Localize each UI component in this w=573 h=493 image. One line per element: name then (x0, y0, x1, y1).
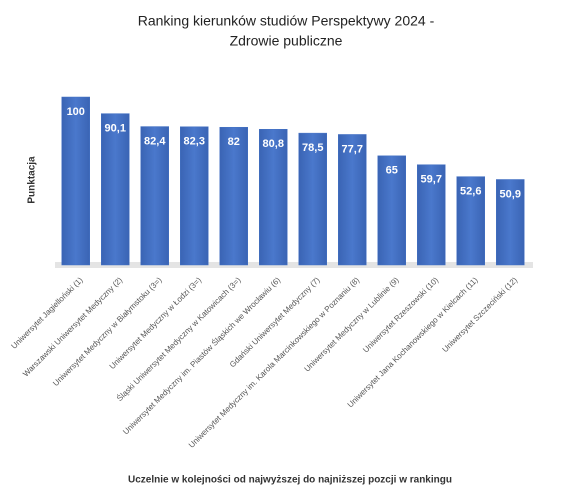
x-axis-label: Uczelnie w kolejności od najwyższej do n… (128, 475, 452, 486)
value-label: 82,3 (184, 136, 205, 148)
x-tick-label: Uniwersytet Szczeciński (12) (440, 275, 519, 354)
value-label: 90,1 (105, 123, 126, 135)
value-label: 77,7 (342, 143, 363, 155)
value-label: 100 (67, 106, 85, 118)
x-tick-label: Uniwersytet Jagielloński (1) (9, 275, 84, 350)
bar (417, 164, 446, 266)
value-label: 65 (386, 165, 398, 177)
bar (338, 134, 367, 266)
bar (101, 113, 130, 266)
value-label: 80,8 (263, 138, 284, 150)
bar (298, 132, 327, 266)
bar (219, 126, 248, 266)
value-label: 82,4 (144, 135, 166, 147)
bar (496, 179, 525, 266)
chart-title: Ranking kierunków studiów Perspektywy 20… (138, 13, 435, 29)
bar (377, 155, 406, 266)
bar (456, 176, 485, 266)
bar (61, 96, 90, 266)
floor-shadow (55, 262, 533, 268)
value-label: 78,5 (302, 142, 323, 154)
bar (180, 126, 209, 266)
y-axis-label: Punktacja (27, 156, 38, 204)
bar (259, 129, 288, 266)
value-label: 82 (228, 136, 240, 148)
chart-title: Zdrowie publiczne (230, 33, 343, 49)
value-label: 52,6 (460, 186, 481, 198)
value-label: 59,7 (421, 174, 442, 186)
x-tick-label: Uniwersytet Rzeszowski (10) (361, 275, 440, 354)
bar (140, 126, 169, 266)
value-label: 50,9 (500, 188, 521, 200)
